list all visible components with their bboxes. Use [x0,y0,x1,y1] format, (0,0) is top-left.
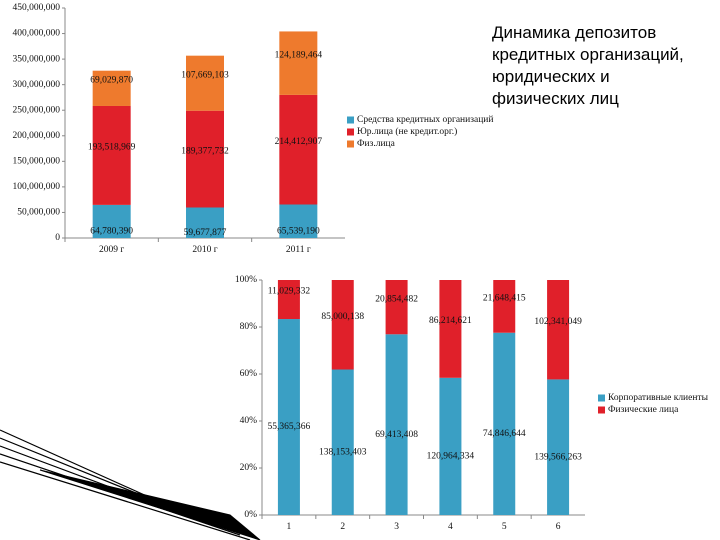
data-label: 59,677,877 [184,228,227,238]
data-label: 21,648,415 [483,294,526,304]
x-tick-label: 3 [394,522,399,532]
bar-segment [279,204,318,238]
x-tick-label: 2 [340,522,345,532]
y-tick-label: 400,000,000 [13,29,61,39]
legend-swatch [598,406,605,414]
bar-segment [493,280,516,333]
data-label: 102,341,049 [534,317,582,327]
y-tick-label: 200,000,000 [13,131,61,141]
y-tick-label: 150,000,000 [13,157,61,167]
x-tick-label: 2010 г [192,245,217,255]
data-label: 86,214,621 [429,316,472,326]
data-label: 107,669,103 [181,70,229,80]
bar-segment [493,332,516,515]
y-tick-label: 350,000,000 [13,54,61,64]
data-label: 64,780,390 [90,227,133,237]
data-label: 11,029,332 [268,287,311,297]
legend-label: Юр.лица (не кредит.орг.) [357,126,457,137]
bar-segment [186,207,224,238]
bar-segment [279,31,318,95]
y-tick-label: 300,000,000 [13,80,61,90]
bar-segment [439,280,462,378]
y-tick-label: 450,000,000 [13,3,61,13]
bar-segment [331,280,354,370]
data-label: 74,846,644 [483,429,526,439]
y-tick-label: 0 [55,233,60,243]
data-label: 120,964,334 [427,452,475,462]
y-tick-label: 20% [240,463,258,473]
data-label: 139,566,263 [534,452,582,462]
y-tick-label: 100% [235,275,257,285]
legend-swatch [347,140,354,148]
legend-swatch [347,116,354,124]
y-tick-label: 100,000,000 [13,182,61,192]
x-tick-label: 4 [448,522,453,532]
data-label: 69,413,408 [375,430,418,440]
legend-label: Средства кредитных организаций [357,114,493,125]
x-tick-label: 5 [502,522,507,532]
bar-segment [186,110,224,208]
bar-segment [547,379,570,515]
bar-segment [277,319,300,515]
legend-swatch [347,128,354,136]
data-label: 214,412,907 [275,137,323,147]
y-tick-label: 250,000,000 [13,105,61,115]
legend-label: Корпоративные клиенты [608,393,709,403]
slide-title: Динамика депозитов кредитных организаций… [492,23,684,108]
y-tick-label: 80% [240,322,258,332]
y-tick-label: 50,000,000 [17,208,60,218]
y-tick-label: 60% [240,369,258,379]
legend-label: Физ.лица [357,139,396,149]
bar-segment [92,70,131,106]
data-label: 138,153,403 [319,447,367,457]
legend-swatch [598,394,605,402]
y-tick-label: 40% [240,416,258,426]
data-label: 20,854,482 [375,294,418,304]
data-label: 189,377,732 [181,146,229,156]
data-label: 193,518,969 [88,143,136,153]
bar-segment [385,334,408,515]
legend-label: Физические лица [608,405,679,415]
data-label: 65,539,190 [277,226,320,236]
bar-segment [92,204,131,238]
bar-segment [331,369,354,515]
data-label: 124,189,464 [275,50,323,60]
bar-segment [277,280,300,320]
data-label: 85,000,138 [321,312,364,322]
bar-segment [439,377,462,515]
x-tick-label: 2011 г [286,245,311,255]
bar-segment [186,55,224,111]
data-label: 69,029,870 [90,76,133,86]
bar-segment [547,280,570,380]
decoration [0,429,261,540]
bar-segment [92,105,131,205]
x-tick-label: 2009 г [99,245,124,255]
y-tick-label: 0% [244,510,257,520]
x-tick-label: 1 [287,522,292,532]
bar-segment [279,94,318,205]
x-tick-label: 6 [556,522,561,532]
bar-segment [385,280,408,335]
data-label: 55,365,366 [268,422,311,432]
